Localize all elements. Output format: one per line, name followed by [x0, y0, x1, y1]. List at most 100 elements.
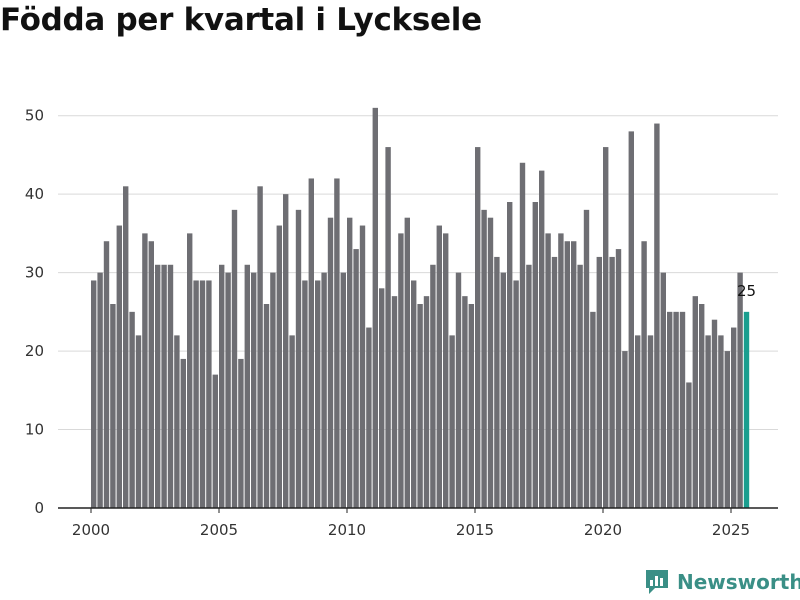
- bar: [321, 272, 327, 508]
- bar: [539, 170, 545, 508]
- bar: [110, 304, 116, 508]
- bar: [507, 202, 513, 508]
- bar: [231, 209, 238, 508]
- bar: [302, 280, 308, 508]
- bar: [622, 351, 628, 508]
- bar: [481, 209, 487, 508]
- bar: [142, 233, 148, 508]
- bar: [404, 217, 410, 508]
- bar: [276, 225, 282, 509]
- bar: [667, 311, 673, 508]
- bar: [436, 225, 442, 509]
- bar: [225, 272, 231, 508]
- bar: [455, 272, 462, 508]
- bar: [551, 256, 558, 508]
- bar: [263, 304, 270, 508]
- bar: [641, 241, 647, 509]
- bar: [167, 264, 174, 508]
- bar: [545, 233, 551, 508]
- bar: [603, 147, 609, 508]
- bar: [315, 280, 321, 508]
- bar: [513, 280, 519, 508]
- bar: [494, 256, 500, 508]
- bar: [423, 296, 430, 508]
- bar: [692, 296, 698, 508]
- x-tick-label: 2005: [200, 521, 238, 539]
- bar: [295, 209, 302, 508]
- bar: [398, 233, 404, 508]
- bar: [148, 241, 154, 509]
- x-axis-ticks: 2000 2005 2010 2015 2020 2025: [72, 508, 750, 539]
- bar: [155, 264, 161, 508]
- chart-title: Födda per kvartal i Lycksele: [0, 2, 482, 38]
- y-tick-label: 20: [25, 342, 44, 360]
- bar: [257, 186, 263, 508]
- bar: [219, 264, 225, 508]
- bar: [711, 319, 718, 508]
- bar: [526, 264, 532, 508]
- brand-name: Newsworthy: [677, 570, 800, 594]
- bar: [193, 280, 199, 508]
- bar: [212, 374, 218, 508]
- bar: [238, 358, 244, 508]
- bar: [244, 264, 250, 508]
- bar: [737, 272, 743, 508]
- bar: [647, 335, 654, 508]
- bar: [270, 272, 276, 508]
- bar: [718, 335, 724, 508]
- bar: [430, 264, 436, 508]
- bar: [372, 107, 378, 508]
- x-tick-label: 2015: [456, 521, 494, 539]
- y-tick-label: 10: [25, 421, 44, 439]
- bar: [564, 241, 570, 509]
- highlight-data-label: 25: [737, 282, 756, 300]
- bar: [628, 131, 634, 508]
- brand-logo[interactable]: Newsworthy: [644, 568, 800, 596]
- bar: [199, 280, 206, 508]
- y-tick-label: 30: [25, 264, 44, 282]
- bar: [673, 311, 679, 508]
- bar: [206, 280, 212, 508]
- bar: [91, 280, 97, 508]
- bar: [487, 217, 494, 508]
- bar: [571, 241, 577, 509]
- y-tick-label: 50: [25, 107, 44, 125]
- bar: [699, 304, 705, 508]
- bar: [686, 382, 692, 508]
- bar: [251, 272, 257, 508]
- bar: [379, 288, 385, 508]
- x-tick-label: 2020: [584, 521, 622, 539]
- bar: [385, 147, 391, 508]
- bar: [174, 335, 180, 508]
- bar: [135, 335, 142, 508]
- bar: [596, 256, 602, 508]
- bar: [180, 358, 186, 508]
- bar: [129, 311, 135, 508]
- bar: [327, 217, 334, 508]
- bar: [609, 256, 615, 508]
- bar: [583, 209, 590, 508]
- bar: [679, 311, 686, 508]
- bar: [558, 233, 564, 508]
- bar: [161, 264, 167, 508]
- bar: [103, 241, 110, 509]
- bar: [443, 233, 449, 508]
- bar: [468, 304, 474, 508]
- newsworthy-logo-icon: [646, 570, 668, 594]
- bar-highlight: [743, 311, 750, 508]
- bar: [359, 225, 366, 509]
- bar: [123, 186, 129, 508]
- bar: [347, 217, 353, 508]
- bar: [724, 351, 730, 508]
- bar: [366, 327, 372, 508]
- bar: [97, 272, 103, 508]
- bar: [391, 296, 398, 508]
- bar: [340, 272, 346, 508]
- bar: [283, 194, 289, 508]
- bar: [187, 233, 193, 508]
- bar: [353, 249, 359, 508]
- bar: [116, 225, 122, 509]
- bar: [615, 249, 622, 508]
- bar: [462, 296, 468, 508]
